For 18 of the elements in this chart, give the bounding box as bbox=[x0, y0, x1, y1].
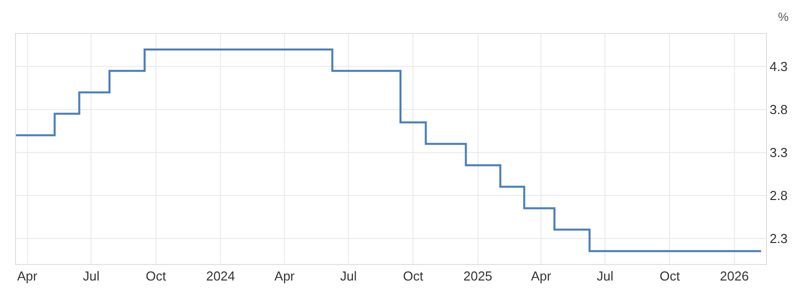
y-tick-label: 3.8 bbox=[770, 102, 788, 118]
y-tick-label: 4.3 bbox=[770, 59, 788, 74]
x-tick-label: Apr bbox=[274, 268, 296, 284]
x-tick-label: Oct bbox=[660, 268, 680, 284]
y-tick-label: 3.3 bbox=[770, 144, 788, 160]
x-tick-label: Oct bbox=[146, 268, 166, 284]
x-tick-label: Jul bbox=[596, 268, 614, 284]
x-tick-label: 2024 bbox=[206, 268, 236, 284]
x-tick-label: Jul bbox=[340, 268, 357, 284]
x-tick-label: 2026 bbox=[720, 268, 749, 284]
x-tick-label: Apr bbox=[17, 268, 38, 284]
x-tick-label: Jul bbox=[82, 268, 100, 284]
y-tick-label: 2.8 bbox=[770, 188, 788, 203]
x-tick-label: Apr bbox=[530, 268, 552, 284]
x-tick-label: Oct bbox=[403, 268, 424, 284]
x-tick-label: 2025 bbox=[463, 268, 492, 284]
y-axis-title: % bbox=[778, 10, 789, 24]
y-tick-label: 2.3 bbox=[770, 230, 788, 246]
